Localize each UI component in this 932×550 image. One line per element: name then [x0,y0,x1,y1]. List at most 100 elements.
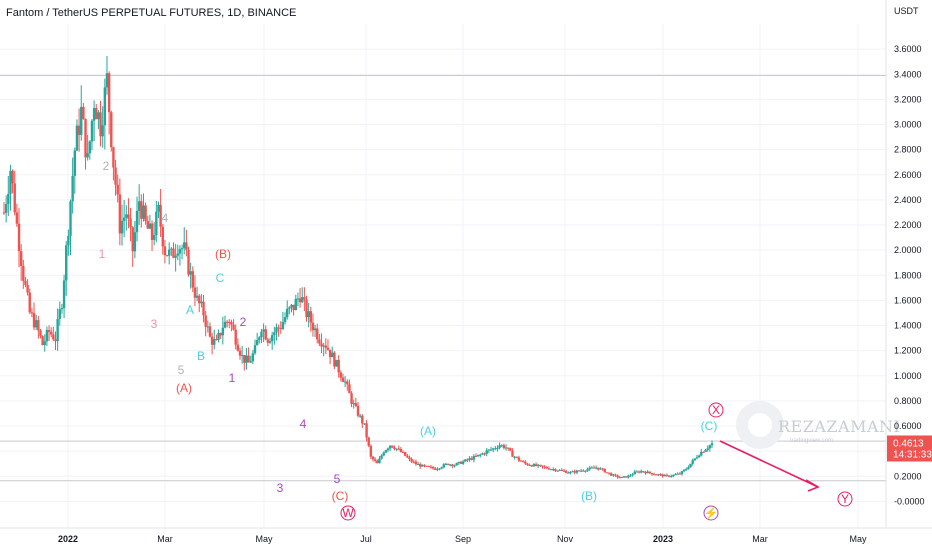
candle-body [240,354,244,356]
candle-body [148,223,152,229]
wave-label: (B) [581,489,597,503]
candle-body [367,437,370,446]
candle-body [180,248,184,250]
candles-layer [2,56,714,479]
candle-body [358,415,362,417]
candle-body [88,141,92,154]
wave-label: 1 [99,247,106,261]
candle-body [217,333,220,340]
candle-body [472,455,476,460]
wave-label: (C) [701,419,718,433]
candle-body [90,120,94,142]
candle-body [612,474,615,476]
candle-body [515,456,518,458]
candle-body [247,355,250,363]
candle-body [144,205,147,222]
wave-label: (A) [176,381,192,395]
wave-label: C [216,271,225,285]
candle-body [440,467,443,469]
wave-label: 5 [334,472,341,486]
candle-body [258,337,261,340]
candle-body [609,473,613,476]
candle-body [125,214,128,218]
candle-body [127,214,130,219]
x-tick-label: Mar [752,534,768,544]
candle-body [682,469,686,472]
candle-body [157,204,160,212]
candle-body [665,474,669,476]
candle-body [318,339,321,344]
candle-body [624,476,628,478]
candle-body [210,336,214,345]
candle-body [223,321,227,328]
candle-body [356,405,360,416]
candle-body [442,464,446,468]
candle-body [298,298,302,303]
candle-body [152,235,156,240]
candle-body [371,456,375,460]
candle-body [303,297,306,300]
candle-body [479,454,482,456]
candle-body [206,326,210,328]
time-axis[interactable]: 2022 Mar May Jul Sep Nov 2023 Mar May [58,534,867,544]
candle-body [200,301,203,304]
last-price-countdown: 14:31:33 [893,449,932,460]
candle-body [524,461,527,464]
candle-body [459,461,463,464]
candle-body [331,352,334,358]
candle-body [670,475,673,477]
candle-body [37,320,40,331]
wave-label: B [197,349,205,363]
candle-body [305,299,308,318]
candle-body [238,350,242,356]
candle-body [146,221,149,229]
candle-body [84,118,87,158]
wave-label: (B) [215,247,231,261]
candle-body [554,469,557,471]
candle-body [635,471,639,473]
candle-body [15,212,19,224]
candle-body [710,443,714,446]
candle-body [506,447,510,449]
candle-body [230,322,233,325]
candle-body [687,467,690,470]
candle-body [601,468,604,470]
candle-body [659,474,662,476]
candle-body [316,328,319,340]
candle-body [52,334,55,340]
candle-body [663,474,666,477]
candle-body [73,150,76,176]
candle-body [178,249,182,254]
wave-label: (C) [332,489,349,503]
candle-body [592,467,596,469]
wave-circle-label: Y [841,492,849,506]
forecast-arrow [719,440,820,492]
candle-body [695,457,699,459]
candle-body [386,448,390,451]
y-tick-label: 0.8000 [894,396,922,406]
candle-body [618,477,621,479]
candle-body [62,280,66,309]
candle-body [255,339,259,346]
candle-body [165,255,169,257]
candle-body [140,201,143,219]
candle-body [150,223,154,240]
candle-body [504,447,508,449]
candle-body [283,317,287,322]
candle-body [343,381,347,383]
candle-body [650,473,654,475]
candle-body [159,204,162,227]
candle-body [474,455,478,457]
candle-body [189,271,192,275]
candle-body [41,336,44,346]
wave-circle-label: X [712,403,720,417]
candle-body [45,329,49,342]
y-tick-label: 3.0000 [894,120,922,130]
candle-body [603,468,606,473]
candle-body [286,308,289,318]
candle-body [408,457,411,460]
y-tick-label: -0.0000 [894,496,925,506]
candle-body [453,465,456,467]
watermark: REZAZAMANI tradingview.com [736,401,900,449]
